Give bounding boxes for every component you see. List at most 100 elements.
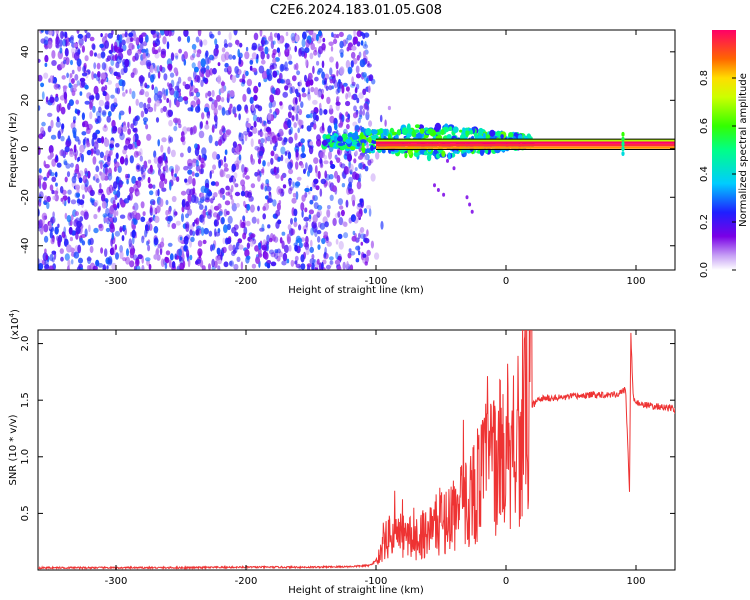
spectrogram-cell bbox=[208, 263, 211, 270]
spectrogram-cell bbox=[226, 237, 232, 245]
spectrogram-cell bbox=[166, 216, 172, 225]
spectrogram-cell bbox=[285, 31, 289, 37]
spectrogram-cell bbox=[236, 40, 240, 47]
spectrogram-cell bbox=[147, 176, 151, 184]
spectrogram-tone-band bbox=[376, 141, 675, 144]
spectrogram-cell bbox=[119, 227, 123, 232]
spectrogram-cell bbox=[269, 31, 273, 41]
spectrogram-cell bbox=[199, 204, 204, 210]
spectrogram-cell bbox=[78, 199, 85, 206]
spectrogram-cell bbox=[171, 223, 177, 229]
spectrogram-cell bbox=[50, 237, 55, 245]
spectrogram-cell bbox=[70, 35, 75, 40]
spectrogram-cell bbox=[221, 107, 226, 116]
spectrogram-cell bbox=[325, 85, 329, 91]
spectrogram-cell bbox=[240, 261, 244, 270]
spectrogram-cell bbox=[68, 226, 73, 235]
spectrogram-cell bbox=[93, 62, 97, 70]
spectrogram-cell bbox=[357, 203, 363, 208]
spectrogram-cell bbox=[364, 261, 368, 266]
spectrogram-cell bbox=[352, 171, 358, 180]
spectrogram-cell bbox=[358, 114, 363, 120]
spectrogram-cell bbox=[161, 87, 166, 95]
spectrogram-cell bbox=[174, 85, 180, 91]
spectrogram-cell bbox=[290, 259, 295, 267]
spectrogram-cell bbox=[204, 205, 208, 212]
spectrogram-cell bbox=[100, 161, 103, 170]
spectrogram-cell bbox=[356, 54, 360, 61]
spectrogram-cell bbox=[122, 148, 127, 155]
spectrogram-cell bbox=[44, 62, 48, 67]
spectrogram-cell bbox=[147, 106, 154, 113]
spectrogram-cell bbox=[225, 129, 232, 136]
spectrogram-cell bbox=[190, 100, 196, 108]
spectrogram-cell bbox=[368, 136, 372, 144]
spectrogram-cell bbox=[301, 210, 304, 218]
spectrogram-cell bbox=[113, 209, 117, 219]
spectrogram-cell bbox=[53, 190, 59, 195]
spectrogram-cell bbox=[153, 150, 157, 158]
spectrogram-cell bbox=[312, 111, 317, 121]
spectrogram-cell bbox=[145, 48, 149, 57]
spectrogram-cell bbox=[321, 262, 324, 270]
spectrogram-cell bbox=[261, 59, 266, 65]
spectrogram-cell bbox=[249, 60, 254, 65]
spectrogram-cell bbox=[233, 263, 239, 270]
spectrogram-cell bbox=[60, 197, 64, 202]
spectrogram-cell bbox=[162, 36, 167, 45]
spectrogram-cell bbox=[220, 81, 226, 87]
spectrogram-cell bbox=[43, 176, 48, 181]
spectrogram-cell bbox=[434, 122, 442, 131]
spectrogram-cell bbox=[305, 221, 309, 228]
spectrogram-cell bbox=[336, 96, 340, 101]
spectrogram-cell bbox=[266, 183, 269, 188]
spectrogram-cell bbox=[273, 145, 277, 152]
spectrogram-cell bbox=[268, 102, 273, 109]
spectrogram-cell bbox=[192, 230, 196, 237]
spectrogram-cell bbox=[345, 86, 350, 92]
spectrogram-cell bbox=[111, 30, 114, 35]
snr-axes: -300 -200 -100 0 100 0.5 1.0 1.5 2.0 bbox=[20, 330, 675, 587]
spectrogram-cell bbox=[346, 261, 349, 270]
spectrogram-cell bbox=[152, 184, 156, 189]
spectrogram-cell bbox=[70, 162, 74, 168]
spectrogram-cell bbox=[419, 128, 425, 135]
spectrogram-cell bbox=[163, 89, 168, 97]
spectrogram-cell bbox=[128, 32, 134, 38]
spectrogram-cell bbox=[279, 101, 283, 106]
spectrogram-cell bbox=[508, 132, 514, 138]
spectrogram-cell bbox=[175, 176, 180, 183]
spectrogram-cell bbox=[64, 31, 68, 39]
spectrogram-cell bbox=[328, 85, 333, 91]
spectrogram-cell bbox=[174, 253, 177, 260]
spectrogram-cell bbox=[316, 209, 322, 217]
spectrogram-cell bbox=[93, 73, 97, 79]
spectrogram-cell bbox=[156, 247, 160, 256]
spectrogram-cell bbox=[298, 141, 301, 147]
spectrogram-cell bbox=[356, 73, 361, 79]
spectrogram-cell bbox=[106, 115, 111, 123]
spectrogram-cell bbox=[329, 194, 334, 201]
spectrogram-cell bbox=[84, 170, 89, 178]
spectrogram-cell bbox=[145, 224, 149, 232]
spectrogram-cell bbox=[123, 125, 127, 132]
spectrogram-cell bbox=[310, 239, 313, 247]
spectrogram-cell bbox=[292, 75, 297, 82]
spectrogram-x-label: Height of straight line (km) bbox=[288, 285, 424, 296]
spectrogram-cell bbox=[323, 80, 327, 85]
spectrogram-cell bbox=[132, 134, 136, 143]
spectrogram-cell bbox=[245, 220, 251, 227]
spectrogram-cell bbox=[232, 176, 236, 185]
spectrogram-cell bbox=[258, 45, 264, 52]
spectrogram-cell bbox=[332, 217, 337, 227]
spectrogram-cell bbox=[292, 192, 297, 198]
spectrogram-cell bbox=[318, 46, 323, 55]
spectrogram-cell bbox=[79, 237, 84, 244]
spectrogram-cell bbox=[287, 111, 292, 119]
spectrogram-cell bbox=[111, 55, 118, 62]
spectrogram-cell bbox=[258, 139, 261, 145]
spectrogram-cell bbox=[151, 84, 154, 91]
spectrogram-cell bbox=[132, 128, 137, 132]
spectrogram-x-tick-label: 100 bbox=[626, 276, 645, 287]
spectrogram-cell bbox=[82, 194, 85, 200]
